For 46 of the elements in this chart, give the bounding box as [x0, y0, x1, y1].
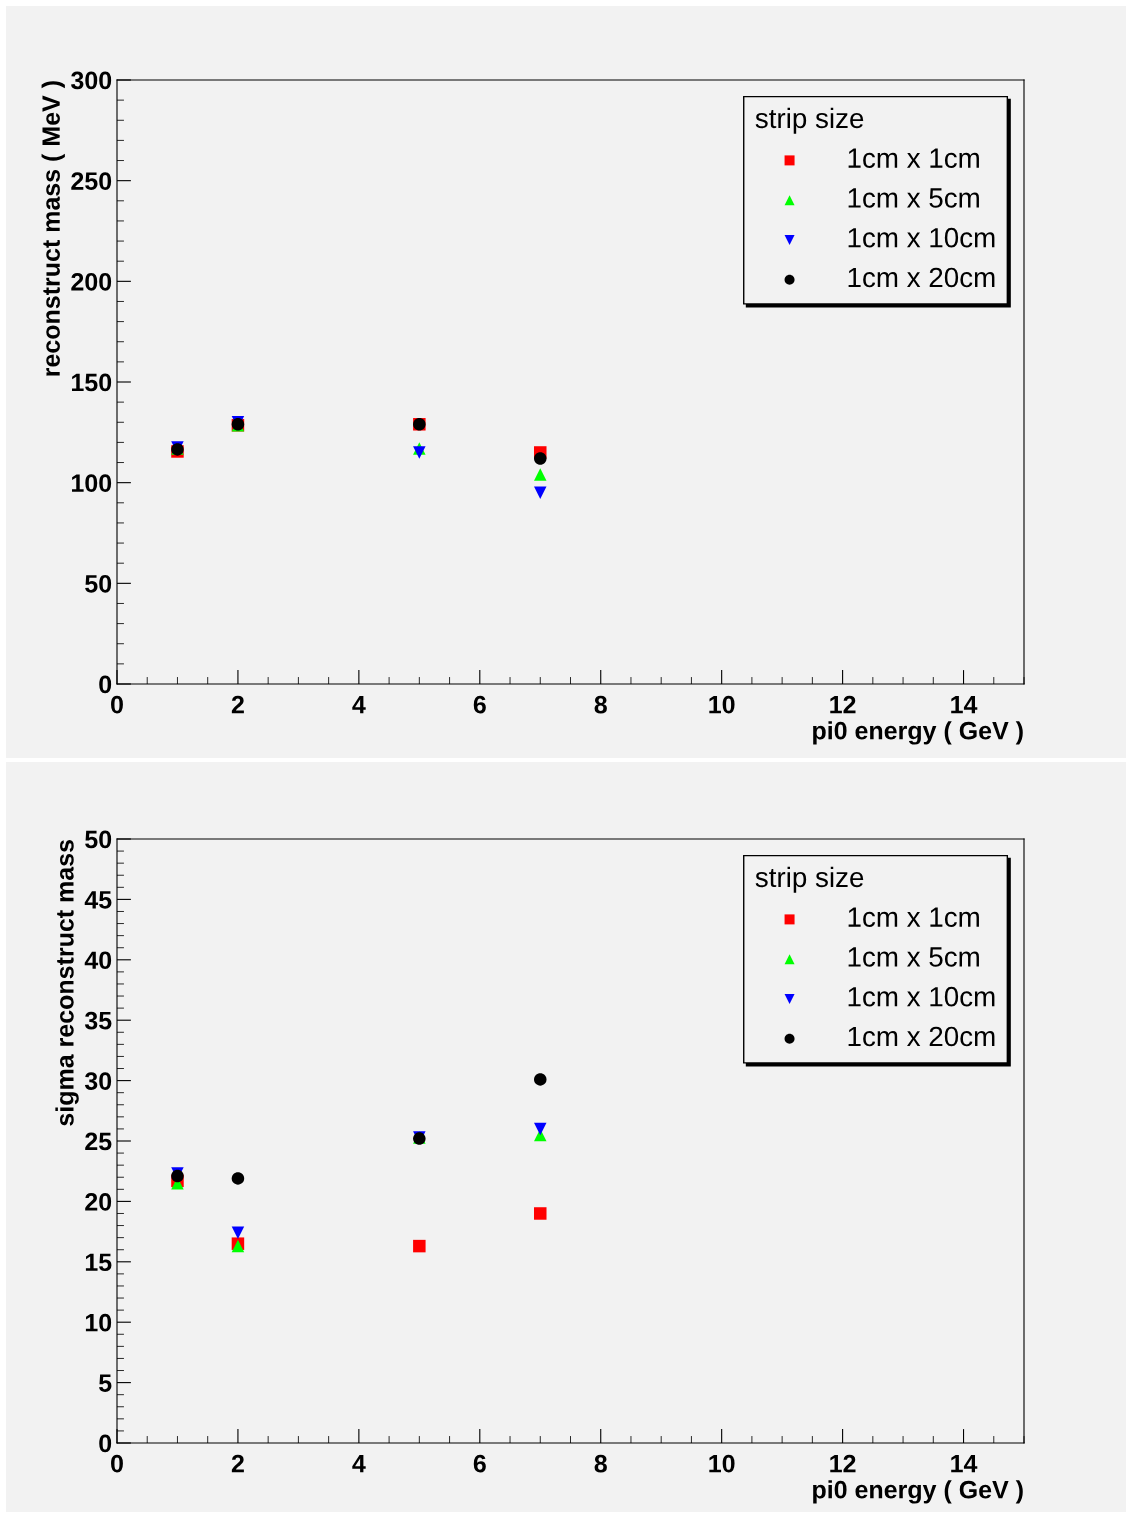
y-tick-label: 200: [71, 272, 112, 291]
x-tick-label: 12: [830, 695, 856, 714]
x-tick-label: 6: [473, 695, 486, 714]
legend-title: strip size: [755, 107, 864, 134]
y-tick-label: 50: [85, 830, 112, 849]
x-axis-title: pi0 energy ( GeV ): [813, 721, 1023, 745]
legend-label: 1cm x 10cm: [848, 227, 995, 248]
y-tick-label: 15: [85, 1253, 112, 1272]
y-tick-label: 10: [85, 1313, 112, 1332]
y-tick-label: 5: [99, 1374, 112, 1392]
x-tick-label: 8: [594, 695, 607, 714]
y-tick-label: 0: [99, 675, 112, 694]
x-tick-label: 10: [709, 695, 735, 714]
x-tick-label: 4: [352, 1455, 366, 1473]
x-tick-label: 8: [594, 1454, 607, 1473]
y-tick-label: 100: [72, 474, 112, 492]
legend-label: 1cm x 5cm: [848, 188, 979, 208]
legend-label: 1cm x 20cm: [848, 1026, 995, 1047]
x-tick-label: 10: [709, 1454, 735, 1473]
y-tick-label: 250: [71, 172, 112, 190]
y-tick-label: 40: [84, 951, 112, 970]
x-tick-label: 2: [231, 695, 244, 714]
legend-label: 1cm x 1cm: [848, 907, 979, 927]
legend-label: 1cm x 5cm: [848, 947, 979, 967]
legend-title: strip size: [755, 866, 864, 893]
x-tick-label: 14: [951, 696, 978, 714]
x-tick-label: 12: [830, 1454, 856, 1473]
y-tick-label: 25: [85, 1132, 112, 1151]
y-tick-label: 150: [72, 373, 112, 392]
x-axis-title: pi0 energy ( GeV ): [813, 1480, 1023, 1504]
y-axis-title: reconstruct mass ( MeV ): [41, 81, 65, 376]
legend-label: 1cm x 10cm: [848, 986, 995, 1007]
x-tick-label: 6: [473, 1454, 486, 1473]
legend-label: 1cm x 20cm: [848, 267, 995, 288]
legend-label: 1cm x 1cm: [848, 148, 979, 168]
x-tick-label: 14: [951, 1455, 978, 1473]
y-tick-label: 0: [99, 1434, 112, 1453]
y-tick-label: 30: [84, 1072, 112, 1090]
y-tick-label: 300: [71, 71, 112, 90]
y-tick-label: 50: [85, 574, 112, 593]
y-axis-title: sigma reconstruct mass: [55, 840, 79, 1126]
y-tick-label: 20: [85, 1193, 112, 1211]
y-tick-label: 35: [84, 1011, 112, 1030]
x-tick-label: 2: [231, 1454, 244, 1473]
y-tick-label: 45: [84, 891, 112, 909]
x-tick-label: 4: [352, 696, 366, 714]
